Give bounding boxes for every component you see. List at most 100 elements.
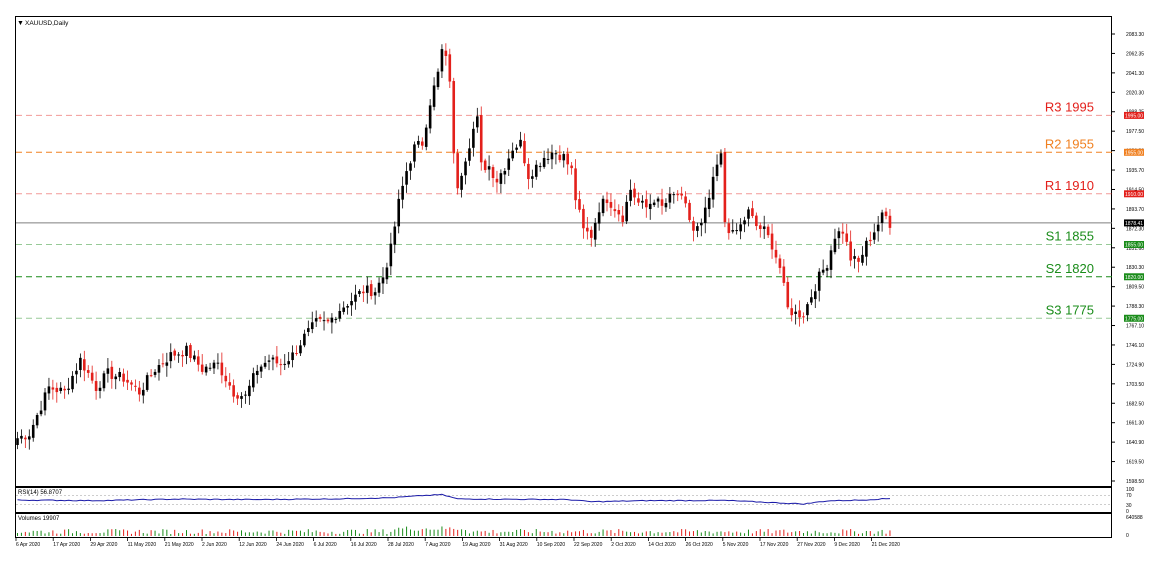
candle bbox=[479, 106, 483, 171]
candle bbox=[841, 223, 845, 244]
candle bbox=[503, 168, 507, 185]
candle bbox=[424, 124, 428, 151]
candle bbox=[589, 226, 593, 247]
price-tick-label: 1682.50 bbox=[1126, 401, 1144, 407]
candle bbox=[888, 208, 892, 235]
date-tick-label: 5 Nov 2020 bbox=[723, 542, 749, 548]
candle bbox=[648, 194, 652, 220]
candle bbox=[550, 144, 554, 170]
candle bbox=[527, 158, 530, 190]
candle bbox=[244, 390, 247, 404]
candle bbox=[228, 373, 232, 390]
candle bbox=[637, 192, 640, 206]
candle bbox=[212, 359, 216, 375]
price-tick-label: 2020.30 bbox=[1126, 90, 1144, 96]
candle bbox=[817, 268, 821, 302]
candle bbox=[476, 107, 479, 133]
candle bbox=[487, 155, 491, 181]
candle bbox=[255, 364, 259, 384]
price-tick-label: 1619.50 bbox=[1126, 460, 1144, 466]
candle bbox=[149, 369, 153, 378]
candle bbox=[338, 303, 342, 322]
candle bbox=[165, 352, 169, 377]
rsi-scale-label: 70 bbox=[1126, 493, 1132, 499]
candle bbox=[71, 371, 74, 393]
candle bbox=[185, 342, 188, 365]
candle bbox=[876, 216, 880, 242]
candle bbox=[582, 204, 585, 239]
candle bbox=[821, 259, 825, 276]
candle bbox=[393, 221, 397, 254]
candle bbox=[444, 43, 448, 66]
candle bbox=[786, 276, 790, 310]
candle bbox=[723, 147, 727, 228]
price-tick-label: 1661.30 bbox=[1126, 421, 1144, 427]
rsi-scale-label: 100 bbox=[1126, 487, 1135, 493]
level-price-tag-label: 1955.00 bbox=[1125, 150, 1143, 156]
candle bbox=[664, 198, 668, 212]
candle bbox=[432, 77, 436, 111]
date-tick-label: 7 Aug 2020 bbox=[425, 542, 451, 548]
candle bbox=[381, 267, 385, 295]
candle bbox=[861, 246, 864, 266]
candle bbox=[307, 320, 310, 337]
candle bbox=[880, 209, 884, 232]
candle bbox=[157, 359, 161, 381]
candle bbox=[562, 151, 566, 168]
candle bbox=[358, 289, 361, 297]
candle bbox=[798, 300, 801, 327]
candle bbox=[456, 149, 459, 195]
candle bbox=[829, 245, 833, 279]
price-tick-label: 1640.90 bbox=[1126, 440, 1144, 446]
date-tick-label: 29 Apr 2020 bbox=[90, 542, 117, 548]
candle bbox=[727, 218, 731, 240]
level-label: S3 1775 bbox=[1046, 302, 1094, 317]
candle bbox=[291, 345, 294, 368]
candle bbox=[16, 431, 19, 450]
candle bbox=[141, 382, 145, 404]
date-tick-label: 2 Oct 2020 bbox=[611, 542, 636, 548]
date-tick-label: 17 Apr 2020 bbox=[53, 542, 80, 548]
candle bbox=[314, 310, 318, 327]
candle bbox=[134, 379, 137, 392]
price-tick-label: 1977.50 bbox=[1126, 129, 1144, 135]
level-price-tag-label: 1855.00 bbox=[1125, 242, 1143, 248]
candle bbox=[161, 353, 165, 368]
candle bbox=[849, 230, 852, 267]
price-tick-label: 2083.30 bbox=[1126, 32, 1144, 38]
candle bbox=[491, 164, 495, 188]
candle bbox=[468, 138, 471, 166]
candle bbox=[609, 193, 613, 217]
candle bbox=[755, 212, 758, 231]
candle bbox=[703, 196, 707, 234]
candle bbox=[483, 158, 487, 173]
candle bbox=[236, 392, 239, 405]
candle bbox=[534, 160, 538, 180]
candle bbox=[601, 195, 605, 217]
candle bbox=[346, 303, 349, 315]
candle bbox=[700, 218, 703, 237]
candle bbox=[181, 350, 184, 367]
candle bbox=[574, 159, 577, 210]
candle bbox=[216, 353, 220, 370]
candle bbox=[837, 227, 841, 250]
candle bbox=[586, 216, 589, 240]
candle bbox=[688, 199, 691, 223]
level-price-tag bbox=[1124, 111, 1144, 119]
chart-title-triangle[interactable]: ▼ bbox=[17, 20, 24, 27]
rsi-label: RSI(14) 56.8707 bbox=[18, 490, 63, 496]
candle bbox=[79, 353, 82, 378]
candle bbox=[460, 172, 463, 198]
price-tick-label: 1893.70 bbox=[1126, 207, 1144, 213]
candles bbox=[16, 43, 892, 450]
candle bbox=[751, 200, 754, 219]
level-price-tag-label: 1995.00 bbox=[1125, 113, 1143, 119]
candle bbox=[428, 99, 432, 134]
date-tick-label: 17 Nov 2020 bbox=[760, 542, 789, 548]
candle bbox=[515, 144, 518, 153]
price-tick-label: 1935.70 bbox=[1126, 168, 1144, 174]
candle bbox=[770, 223, 774, 259]
